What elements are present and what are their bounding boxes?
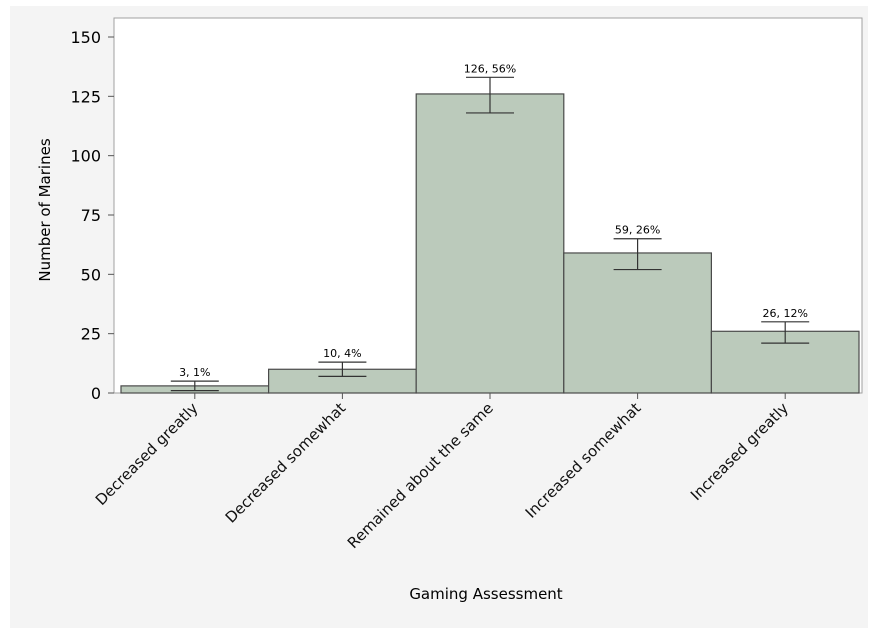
y-tick-label: 0	[91, 384, 101, 403]
category-label: Increased greatly	[687, 399, 792, 504]
data-label: 59, 26%	[615, 224, 660, 237]
category-label: Increased somewhat	[522, 399, 645, 522]
bar	[563, 252, 712, 394]
data-label: 3, 1%	[179, 366, 210, 379]
bars-group: 3, 1% 10, 4% 126, 56% 59, 26% 26, 12%	[120, 62, 860, 394]
y-tick-label: 100	[70, 147, 101, 166]
y-tick-label: 75	[81, 206, 101, 225]
y-tick-label: 50	[81, 265, 101, 284]
x-axis-title: Gaming Assessment	[409, 585, 562, 603]
category-label: Decreased greatly	[92, 399, 202, 509]
y-tick-label: 25	[81, 325, 101, 344]
category-label: Decreased somewhat	[222, 399, 350, 527]
data-label: 10, 4%	[323, 347, 361, 360]
data-label: 26, 12%	[762, 307, 807, 320]
x-axis: Decreased greatly Decreased somewhatRemai…	[92, 393, 792, 552]
data-label: 126, 56%	[464, 62, 516, 75]
bar	[415, 93, 565, 394]
y-tick-label: 125	[70, 87, 101, 106]
y-tick-label: 150	[70, 28, 101, 47]
y-axis-title: Number of Marines	[36, 138, 54, 281]
y-axis: 0 25 50 75 100 125 150	[70, 28, 114, 403]
category-label: Remained about the same	[344, 399, 497, 552]
